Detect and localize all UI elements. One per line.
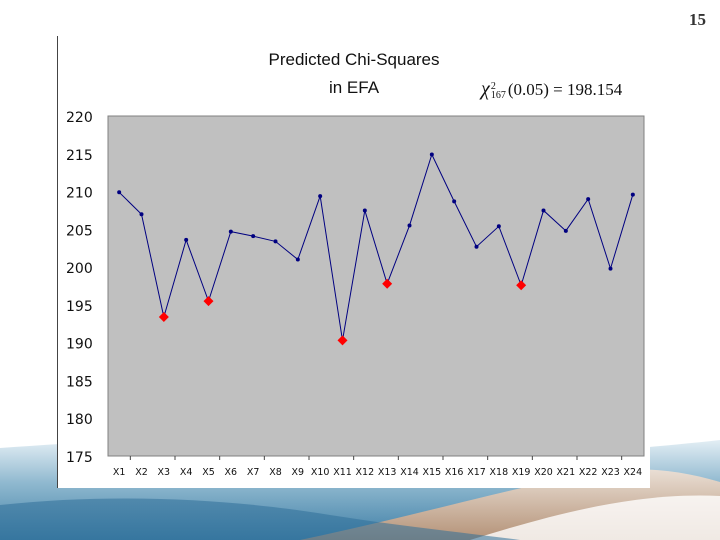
- highlighted-data-point: [203, 296, 214, 307]
- data-point: [273, 239, 278, 244]
- chart-title-line1: Predicted Chi-Squares: [268, 50, 440, 69]
- highlighted-data-point: [337, 335, 348, 346]
- x-tick-label: X4: [180, 467, 193, 478]
- data-point: [429, 152, 434, 157]
- x-tick-label: X19: [512, 467, 531, 478]
- data-point: [318, 194, 323, 199]
- x-tick-label: X2: [135, 467, 148, 478]
- y-tick-label: 200: [66, 261, 93, 277]
- x-tick-label: X12: [356, 467, 375, 478]
- chart-title-line2: in EFA: [328, 78, 380, 97]
- x-tick-label: X21: [557, 467, 576, 478]
- x-tick-label: X6: [225, 467, 238, 478]
- x-tick-label: X9: [292, 467, 305, 478]
- slide-page-number: 15: [689, 10, 706, 29]
- x-tick-label: X18: [490, 467, 509, 478]
- chart-frame: 175 180 185 190 195 200 205 210 215 220 X1 X2 X3 X4 X…: [57, 36, 650, 488]
- y-tick-label: 175: [66, 450, 93, 466]
- data-point: [541, 208, 546, 213]
- chi-subscript: 167: [490, 90, 506, 102]
- data-point: [407, 223, 412, 228]
- data-point: [452, 199, 457, 204]
- chi-expression: (0.05) = 198.154: [507, 80, 623, 99]
- x-tick-label: X8: [269, 467, 282, 478]
- y-tick-label: 190: [66, 337, 93, 353]
- x-tick-label: X13: [378, 467, 397, 478]
- x-tick-label: X14: [400, 467, 419, 478]
- data-point: [251, 234, 256, 239]
- x-tick-label: X15: [423, 467, 442, 478]
- line-chart: 175 180 185 190 195 200 205 210 215 220 X1 X2 X3 X4 X…: [66, 110, 645, 478]
- x-tick-label: X10: [311, 467, 330, 478]
- y-tick-label: 210: [66, 186, 93, 202]
- data-point: [295, 257, 300, 262]
- x-tick-label: X17: [467, 467, 486, 478]
- data-point: [474, 244, 479, 249]
- y-tick-label: 215: [66, 148, 93, 164]
- data-point: [184, 237, 189, 242]
- data-point: [496, 224, 501, 229]
- y-tick-label: 185: [66, 374, 93, 390]
- x-tick-label: X5: [202, 467, 215, 478]
- highlighted-data-point: [516, 280, 527, 291]
- x-tick-label: X22: [579, 467, 598, 478]
- data-point: [630, 192, 635, 197]
- data-point: [117, 190, 122, 195]
- data-point: [139, 212, 144, 217]
- highlighted-data-point: [158, 311, 169, 322]
- highlighted-data-point: [382, 278, 393, 289]
- data-point: [586, 197, 591, 202]
- y-tick-label: 205: [66, 223, 93, 239]
- y-tick-label: 180: [66, 412, 93, 428]
- data-point: [228, 229, 233, 234]
- x-tick-label: X11: [333, 467, 352, 478]
- x-tick-label: X23: [601, 467, 620, 478]
- x-tick-label: X16: [445, 467, 464, 478]
- plot-area: [107, 115, 645, 457]
- x-tick-label: X3: [158, 467, 171, 478]
- y-tick-label: 220: [66, 110, 93, 126]
- data-point: [362, 208, 367, 213]
- critical-value-annotation: χ2 167 (0.05) = 198.154: [481, 78, 622, 101]
- x-tick-label: X1: [113, 467, 126, 478]
- data-point: [563, 228, 568, 233]
- data-point: [608, 266, 613, 271]
- x-tick-label: X20: [534, 467, 553, 478]
- x-tick-label: X7: [247, 467, 260, 478]
- y-tick-label: 195: [66, 299, 93, 315]
- x-tick-label: X24: [624, 467, 643, 478]
- chi-symbol: χ: [481, 78, 490, 100]
- chi-superscript: 2: [490, 81, 496, 93]
- series-line: [118, 153, 634, 341]
